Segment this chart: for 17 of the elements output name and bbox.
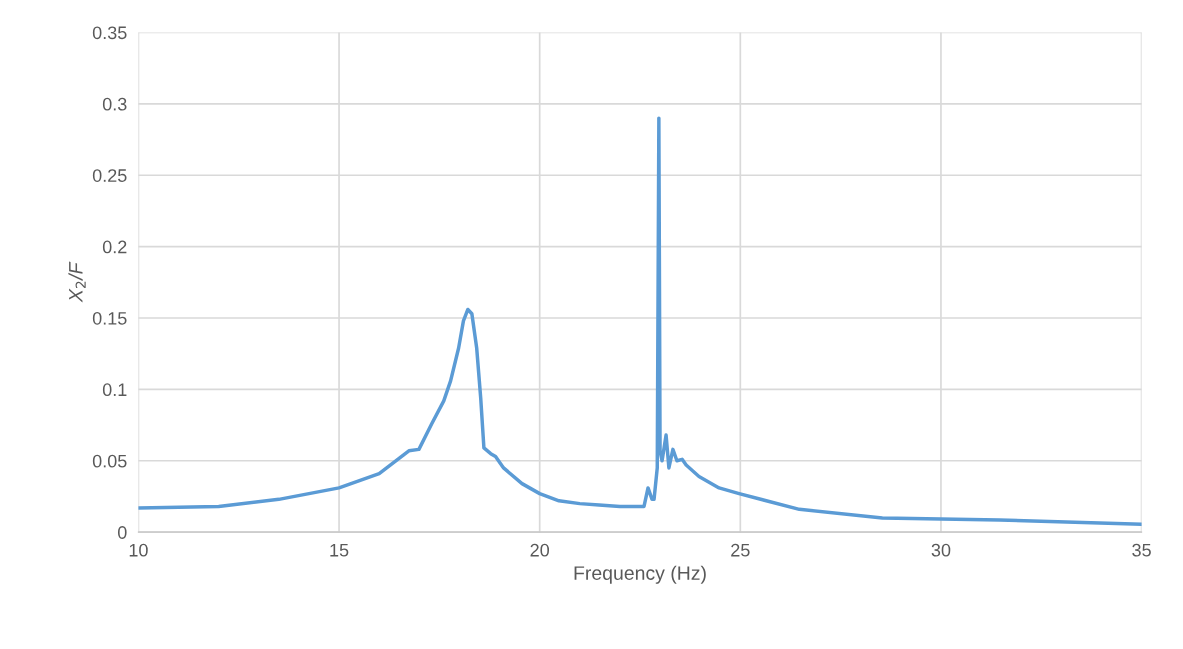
x-tick-label: 25 (731, 543, 750, 557)
y-tick-label: 0.25 (92, 169, 127, 182)
x-tick-label: 10 (129, 543, 148, 557)
x-axis-title: Frequency (Hz) (574, 565, 706, 584)
y-tick-label: 0.2 (102, 240, 127, 254)
x-tick-label: 15 (330, 543, 349, 557)
line-series (138, 116, 1142, 526)
y-tick-label: 0.05 (92, 454, 127, 468)
y-tick-label: 0.15 (92, 311, 127, 325)
y-tick-label: 0.3 (102, 97, 127, 111)
x-tick-label: 30 (931, 543, 951, 557)
y-tick-label: 0.35 (92, 26, 127, 40)
y-axis-title: X$_{2}$/F (68, 261, 86, 303)
x-tick-label: 20 (530, 543, 550, 557)
y-tick-label: 0.1 (102, 383, 127, 397)
x-tick-label: 35 (1132, 543, 1151, 557)
y-tick-label: 0 (117, 526, 127, 539)
